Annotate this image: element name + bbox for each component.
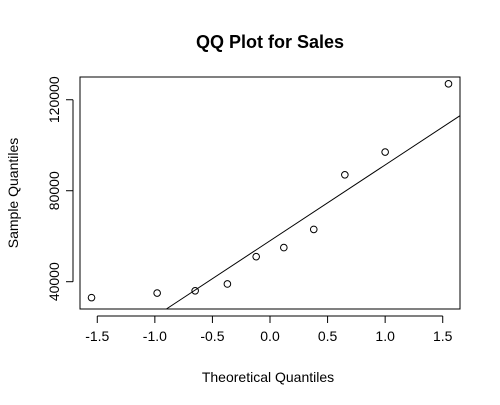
data-point — [341, 171, 349, 179]
data-point — [191, 287, 199, 295]
x-tick-label: -1.5 — [85, 328, 109, 344]
y-tick-label: 40000 — [46, 262, 62, 301]
data-point — [381, 148, 389, 156]
data-point — [223, 280, 232, 288]
data-point — [87, 293, 96, 302]
reference-line — [166, 115, 461, 310]
x-tick-label: 0.5 — [318, 328, 338, 344]
y-axis: 40000 80000 120000 — [46, 76, 74, 301]
x-tick-label: 1.5 — [433, 328, 453, 344]
plot-frame — [79, 76, 461, 310]
data-point — [153, 289, 161, 297]
data-point — [444, 80, 453, 88]
x-tick-label: 1.0 — [375, 328, 395, 344]
data-points — [87, 80, 453, 302]
data-point — [280, 243, 288, 252]
chart-title: QQ Plot for Sales — [196, 32, 344, 52]
x-tick-label: 0.0 — [260, 328, 280, 344]
x-axis-label: Theoretical Quantiles — [202, 369, 334, 385]
data-point — [252, 252, 260, 261]
x-tick-label: -1.0 — [143, 328, 167, 344]
reference-line-group — [166, 115, 461, 310]
data-point — [309, 225, 318, 234]
x-axis: -1.5 -1.0 -0.5 0.0 0.5 1.0 1.5 — [85, 315, 453, 344]
y-tick-label: 80000 — [46, 171, 62, 210]
x-tick-label: -0.5 — [200, 328, 224, 344]
y-tick-label: 120000 — [46, 76, 62, 123]
y-axis-label: Sample Quantiles — [5, 138, 21, 249]
